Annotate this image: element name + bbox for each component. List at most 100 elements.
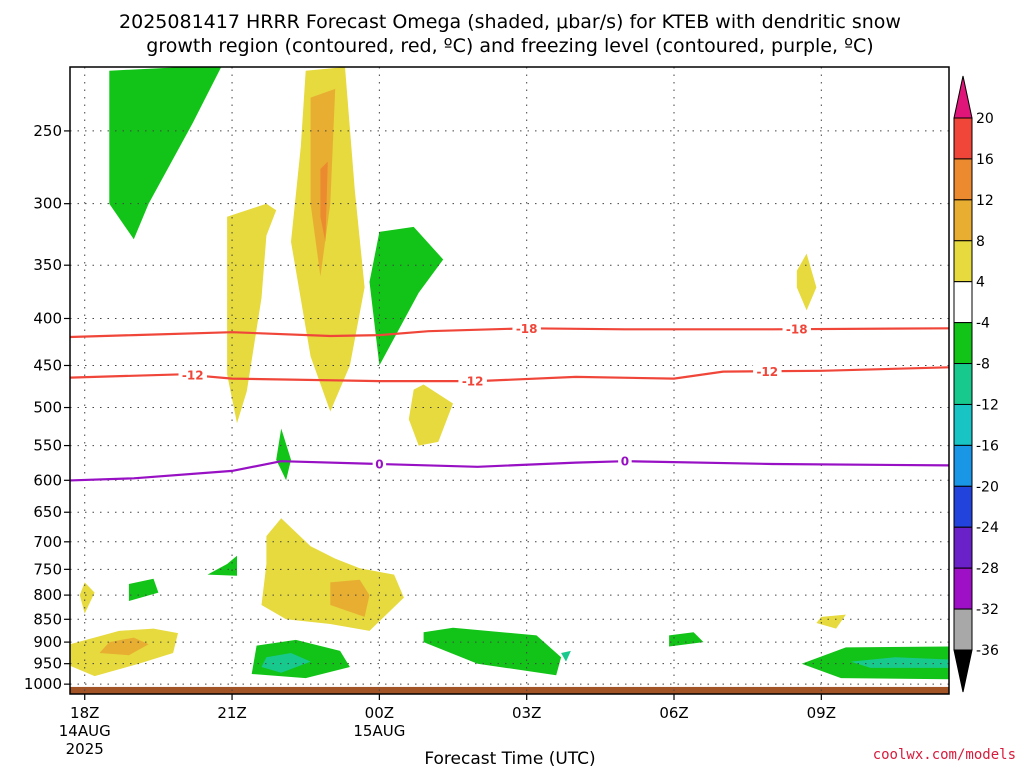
ground-band <box>70 686 949 694</box>
contour-label-0: 0 <box>375 458 383 472</box>
y-tick-label-750: 750 <box>33 560 62 578</box>
chart-title-line-1: 2025081417 HRRR Forecast Omega (shaded, … <box>119 11 901 33</box>
contour-label--12: -12 <box>462 375 484 389</box>
colorbar-swatch <box>953 322 973 365</box>
contour-label-bg <box>782 322 812 337</box>
contour-line-0 <box>70 460 949 482</box>
x-tick-label-09Z: 09Z <box>807 704 836 722</box>
y-tick-label-250: 250 <box>33 122 62 140</box>
y-tick-label-700: 700 <box>33 533 62 551</box>
colorbar: 20 16 12 8 4 -4 -8 -12 -16 -20 -24 -28 -32 -36 <box>953 75 999 693</box>
colorbar-tick-16: 16 <box>976 152 994 168</box>
omega-shading <box>70 67 949 680</box>
colorbar-swatch <box>953 526 973 569</box>
x-tick-year-2025: 2025 <box>66 740 104 758</box>
omega-region-14 <box>408 384 453 446</box>
colorbar-swatch <box>953 117 973 160</box>
colorbar-tick-4: 4 <box>976 275 985 291</box>
omega-region-17 <box>261 518 404 631</box>
omega-region-10 <box>850 657 949 668</box>
x-tick-date-15AUG: 15AUG <box>353 722 405 740</box>
omega-region-9 <box>261 653 311 673</box>
colorbar-swatch <box>953 608 973 651</box>
y-tick-label-450: 450 <box>33 356 62 374</box>
credit-text: coolwx.com/models <box>873 747 1016 763</box>
y-tick-label-1000: 1000 <box>24 675 62 693</box>
colorbar-bottom-arrow <box>953 649 973 693</box>
colorbar-tick--4: -4 <box>976 316 990 332</box>
x-tick-label-06Z: 06Z <box>659 704 688 722</box>
contour-label-bg <box>618 454 632 469</box>
colorbar-tick--32: -32 <box>976 602 999 618</box>
colorbar-tick--36: -36 <box>976 643 999 659</box>
contour-label--18: -18 <box>786 323 808 337</box>
colorbar-tick--8: -8 <box>976 357 990 373</box>
colorbar-tick--24: -24 <box>976 520 999 536</box>
contour-line--12 <box>70 366 949 383</box>
contour-label-bg <box>512 321 541 336</box>
omega-region-11 <box>561 650 571 662</box>
x-tick-date-14AUG: 14AUG <box>59 722 111 740</box>
y-tick-label-950: 950 <box>33 655 62 673</box>
contour-label-bg <box>458 374 487 389</box>
y-tick-label-500: 500 <box>33 399 62 417</box>
omega-region-4 <box>128 578 159 601</box>
colorbar-swatch <box>953 485 973 528</box>
contour-label--12: -12 <box>756 365 778 379</box>
omega-region-19 <box>79 582 95 614</box>
y-tick-label-850: 850 <box>33 610 62 628</box>
ground-terrain <box>70 686 949 694</box>
colorbar-top-arrow <box>953 75 973 119</box>
colorbar-swatch <box>953 363 973 405</box>
omega-region-3 <box>207 555 237 576</box>
omega-region-1 <box>369 226 444 366</box>
y-tick-label-400: 400 <box>33 309 62 327</box>
y-axis: 250 300 350 400 450 500 550 600 650 700 750 800 850 9… <box>24 122 70 693</box>
omega-region-13 <box>227 203 277 424</box>
omega-region-22 <box>99 637 149 656</box>
y-tick-label-350: 350 <box>33 256 62 274</box>
y-tick-label-650: 650 <box>33 503 62 521</box>
colorbar-swatch <box>953 158 973 201</box>
omega-region-12 <box>291 67 365 412</box>
omega-region-6 <box>423 627 562 676</box>
colorbar-swatch <box>953 240 973 283</box>
colorbar-swatch <box>953 281 973 324</box>
omega-region-16 <box>796 253 817 311</box>
y-tick-label-550: 550 <box>33 437 62 455</box>
y-tick-label-300: 300 <box>33 195 62 213</box>
colorbar-tick--28: -28 <box>976 561 999 577</box>
colorbar-swatch <box>953 199 973 242</box>
x-tick-label-03Z: 03Z <box>512 704 541 722</box>
colorbar-swatch <box>953 444 973 487</box>
y-tick-label-900: 900 <box>33 633 62 651</box>
chart-title-line-2: growth region (contoured, red, ºC) and f… <box>146 35 873 57</box>
colorbar-tick--20: -20 <box>976 479 999 495</box>
x-tick-label-18Z: 18Z <box>70 704 99 722</box>
omega-region-2 <box>276 428 291 481</box>
x-axis-label: Forecast Time (UTC) <box>424 749 595 768</box>
contour-label-bg <box>753 364 782 379</box>
y-tick-label-600: 600 <box>33 471 62 489</box>
colorbar-tick--12: -12 <box>976 397 999 413</box>
omega-region-21 <box>330 579 370 617</box>
omega-region-7 <box>669 632 704 647</box>
x-tick-label-21Z: 21Z <box>217 704 246 722</box>
colorbar-tick-20: 20 <box>976 111 994 127</box>
contour-label-0: 0 <box>621 455 629 469</box>
contour-label--18: -18 <box>516 322 538 336</box>
colorbar-tick-8: 8 <box>976 234 985 250</box>
colorbar-swatch <box>953 567 973 610</box>
contour-label-bg <box>372 457 387 472</box>
contour-line--18 <box>70 327 949 339</box>
y-tick-label-800: 800 <box>33 586 62 604</box>
contour-lines: -18 -18 -12 -12 -12 0 0 <box>70 321 949 482</box>
colorbar-tick-12: 12 <box>976 193 994 209</box>
omega-region-0 <box>109 67 222 240</box>
colorbar-swatch <box>953 403 973 446</box>
contour-label--12: -12 <box>182 369 204 383</box>
omega-region-15 <box>816 614 846 629</box>
contour-label-bg <box>178 368 208 383</box>
